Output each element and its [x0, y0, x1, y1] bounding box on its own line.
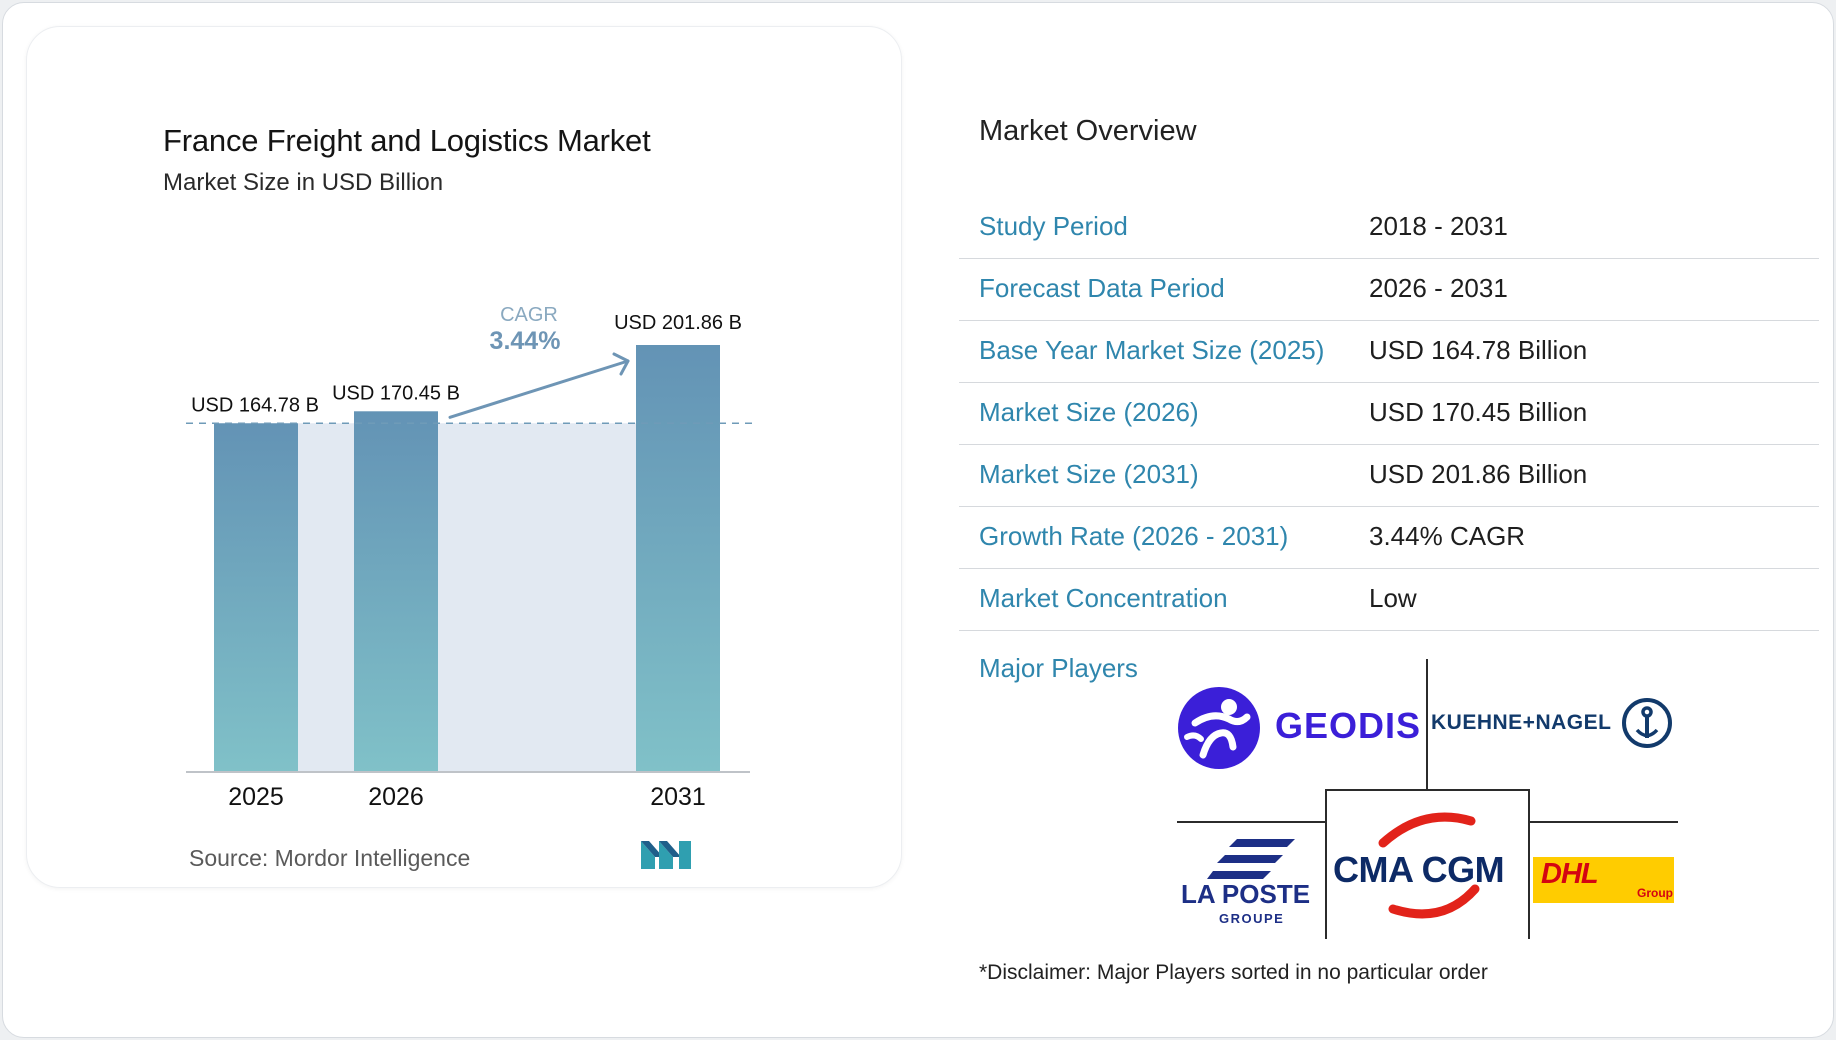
la-poste-bird-icon [1207, 839, 1295, 879]
dhl-logo-text: DHL [1541, 858, 1599, 890]
source-note: Source: Mordor Intelligence [189, 845, 471, 871]
dhl-logo: DHL Group [1533, 857, 1674, 903]
overview-label: Study Period [979, 211, 1128, 241]
major-players-label: Major Players [979, 653, 1138, 683]
x-axis-tick-labels: 2025 2026 2031 [228, 783, 706, 811]
overview-label: Market Size (2031) [979, 459, 1199, 489]
overview-value: USD 170.45 Billion [1369, 397, 1588, 427]
chart-band [298, 423, 354, 771]
cma-cgm-swoosh-icon [1378, 812, 1480, 919]
overview-value: 3.44% CAGR [1369, 521, 1526, 551]
overview-value: USD 201.86 Billion [1369, 459, 1588, 489]
overview-row: Study Period 2018 - 2031 [959, 197, 1819, 259]
cagr-label: CAGR [500, 304, 558, 326]
major-players-logos: GEODIS KUEHNE+NAGEL LA POSTE GROUPE CMA … [1173, 653, 1683, 943]
logo-divider [1177, 821, 1325, 823]
cagr-value: 3.44% [490, 327, 561, 355]
disclaimer: *Disclaimer: Major Players sorted in no … [979, 961, 1488, 984]
bar-2031 [636, 345, 720, 771]
overview-label: Forecast Data Period [979, 273, 1225, 303]
bar-value-label: USD 201.86 B [614, 312, 742, 334]
geodis-logo-text: GEODIS [1275, 705, 1422, 746]
chart-title: France Freight and Logistics Market [163, 123, 651, 158]
overview-row: Base Year Market Size (2025) USD 164.78 … [959, 321, 1819, 383]
overview-row: Market Size (2026) USD 170.45 Billion [959, 383, 1819, 445]
cagr-arrow [448, 359, 630, 419]
logo-divider [1426, 659, 1428, 789]
bar-2025 [214, 423, 298, 771]
bar-2026 [354, 411, 438, 771]
bar-value-label: USD 164.78 B [191, 394, 319, 416]
bar-value-labels: USD 164.78 B USD 170.45 B USD 201.86 B [191, 312, 742, 416]
overview-value: USD 164.78 Billion [1369, 335, 1588, 365]
x-tick-label: 2025 [228, 783, 284, 811]
overview-row: Market Concentration Low [959, 569, 1819, 631]
overview-value: 2018 - 2031 [1369, 211, 1508, 241]
overview-value: Low [1369, 583, 1417, 613]
la-poste-logo-text: LA POSTE [1181, 879, 1311, 909]
overview-label: Base Year Market Size (2025) [979, 335, 1325, 365]
overview-row: Forecast Data Period 2026 - 2031 [959, 259, 1819, 321]
overview-value: 2026 - 2031 [1369, 273, 1508, 303]
kuehne-nagel-logo-text: KUEHNE+NAGEL [1431, 711, 1612, 734]
overview-row: Market Size (2031) USD 201.86 Billion [959, 445, 1819, 507]
logo-divider [1528, 789, 1530, 939]
bar-chart: USD 164.78 B USD 170.45 B USD 201.86 B 202… [186, 304, 753, 811]
logo-divider [1528, 821, 1678, 823]
overview-row: Growth Rate (2026 - 2031) 3.44% CAGR [959, 507, 1819, 569]
chart-bars [214, 345, 720, 771]
x-tick-label: 2026 [368, 783, 424, 811]
chart-subtitle: Market Size in USD Billion [163, 169, 444, 196]
mordor-intelligence-logo-icon [641, 841, 691, 869]
logo-divider [1325, 789, 1327, 939]
bar-value-label: USD 170.45 B [332, 382, 460, 404]
anchor-icon [1622, 698, 1672, 748]
cma-cgm-logo-text: CMA CGM [1333, 849, 1505, 890]
overview-title: Market Overview [979, 115, 1197, 147]
overview-table: Study Period 2018 - 2031 Forecast Data P… [959, 197, 1819, 631]
overview-label: Growth Rate (2026 - 2031) [979, 521, 1289, 551]
overview-label: Market Concentration [979, 583, 1228, 613]
overview-label: Market Size (2026) [979, 397, 1199, 427]
geodis-logo-icon [1178, 687, 1260, 769]
la-poste-groupe-text: GROUPE [1219, 911, 1285, 926]
chart-background-bands [298, 423, 636, 771]
chart-band [438, 423, 636, 771]
logo-divider [1325, 789, 1529, 791]
dhl-group-text: Group [1637, 886, 1673, 900]
cagr-arrowhead [612, 352, 630, 376]
x-tick-label: 2031 [650, 783, 706, 811]
